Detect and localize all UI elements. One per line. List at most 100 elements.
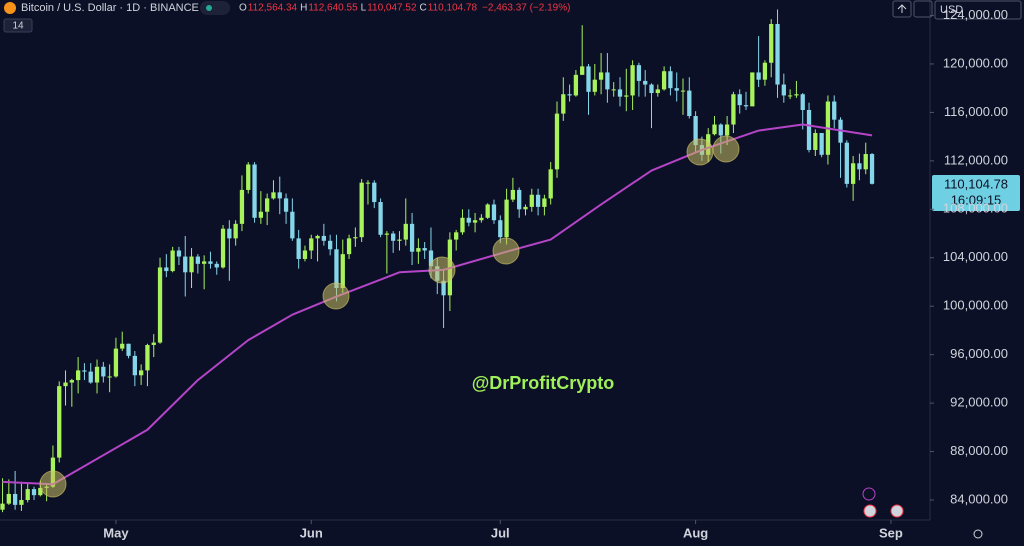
ohlc-key: C	[420, 3, 427, 14]
candle-body	[403, 223, 408, 240]
candle-body	[466, 217, 471, 223]
y-tick-label: 116,000.00	[944, 104, 1008, 119]
candle-body	[328, 240, 333, 250]
candle-body	[737, 94, 742, 106]
ohlc-legend: O 112,564.34 H 112,640.55 L 110,047.52 C 110,10…	[239, 3, 570, 14]
ohlc-change: −2,463.37 (−2.19%)	[482, 3, 570, 14]
candle-body	[863, 154, 868, 170]
candle-body	[573, 74, 579, 96]
x-tick-label: Jul	[491, 525, 510, 540]
ohlc-key: H	[300, 3, 307, 14]
y-tick-label: 120,000.00	[943, 55, 1008, 70]
candle-body	[277, 192, 282, 199]
candle-body	[630, 65, 635, 96]
candle-body	[409, 223, 415, 252]
highlight	[39, 470, 67, 498]
ohlc-key: O	[239, 3, 247, 14]
y-tick-label: 108,000.00	[943, 201, 1008, 216]
event-icon[interactable]	[862, 487, 876, 501]
candle-body	[170, 250, 175, 272]
currency-box[interactable]	[934, 0, 1022, 20]
candle-body	[258, 211, 263, 218]
x-tick-label: Aug	[683, 525, 708, 540]
candle-body	[491, 204, 497, 221]
candle-body	[850, 163, 856, 184]
candle-body	[687, 90, 692, 117]
candle-body	[63, 382, 68, 387]
candle-body	[283, 198, 289, 212]
candle-body	[611, 89, 616, 91]
candle-body	[762, 62, 768, 80]
candle-body	[88, 371, 93, 383]
y-tick-label: 104,000.00	[943, 249, 1008, 264]
candle-body	[655, 89, 660, 94]
candle-body	[384, 233, 390, 235]
indicator-badge	[3, 18, 33, 33]
candle-body	[321, 235, 327, 241]
y-tick-label: 84,000.00	[950, 491, 1008, 506]
y-tick-label: 100,000.00	[943, 298, 1008, 313]
ohlc-value: 110,047.52	[367, 3, 417, 14]
candle-body	[38, 487, 43, 496]
candle-body	[6, 493, 11, 504]
candle-body	[183, 256, 188, 273]
candle-body	[561, 94, 566, 114]
candle-body	[460, 217, 465, 233]
candle-body	[12, 493, 18, 505]
candle-body	[208, 261, 213, 264]
candle-body	[151, 342, 156, 345]
symbol: Bitcoin / U.S. Dollar · 1D · BINANCE	[21, 2, 199, 14]
candle-body	[94, 366, 100, 383]
menu-button[interactable]	[913, 0, 933, 18]
candle-body	[220, 228, 226, 268]
last-price-tag	[932, 175, 1020, 211]
candle-body	[743, 105, 749, 107]
candle-body	[806, 109, 812, 150]
event-icon[interactable]	[890, 504, 904, 518]
candle-body	[529, 194, 534, 207]
candle-body	[472, 220, 478, 223]
candle-body	[813, 132, 818, 150]
candle-body	[290, 211, 295, 239]
candle-body	[680, 90, 686, 92]
candle-body	[869, 154, 875, 184]
candle-body	[800, 94, 805, 110]
indicator: 14	[12, 21, 24, 32]
arrow-button[interactable]	[892, 0, 912, 18]
highlight	[492, 237, 520, 265]
event-icon[interactable]	[863, 504, 877, 518]
arrow-icon	[897, 4, 907, 13]
candle-body	[554, 113, 560, 170]
ohlc-value: 112,564.34	[248, 3, 298, 14]
highlight	[428, 256, 456, 284]
candle-body	[661, 71, 667, 90]
candle-body	[643, 80, 648, 85]
candle-body	[372, 182, 377, 203]
candle-body	[75, 370, 81, 381]
candle-body	[309, 238, 314, 251]
last-price: 110,104.78	[944, 176, 1008, 191]
candle-body	[504, 199, 509, 238]
candle-body	[794, 94, 799, 96]
candle-body	[523, 206, 528, 210]
candle-body	[693, 116, 698, 146]
candle-body	[731, 94, 736, 125]
y-tick-label: 112,000.00	[944, 152, 1008, 167]
candle-body	[365, 182, 371, 184]
currency: USD	[940, 4, 963, 16]
status-dot	[206, 5, 212, 11]
highlights	[39, 135, 740, 498]
candle-body	[31, 489, 37, 496]
candle-body	[189, 256, 194, 273]
candle-body	[397, 239, 402, 241]
settings-icon[interactable]	[973, 529, 983, 539]
candle-body	[82, 370, 87, 372]
candle-body	[819, 132, 824, 155]
candle-body	[416, 248, 421, 252]
candle-body	[296, 238, 301, 259]
watermark: @DrProfitCrypto	[472, 373, 615, 393]
candle-body	[57, 386, 62, 458]
candle-body	[580, 66, 585, 75]
candle-body	[769, 23, 774, 63]
